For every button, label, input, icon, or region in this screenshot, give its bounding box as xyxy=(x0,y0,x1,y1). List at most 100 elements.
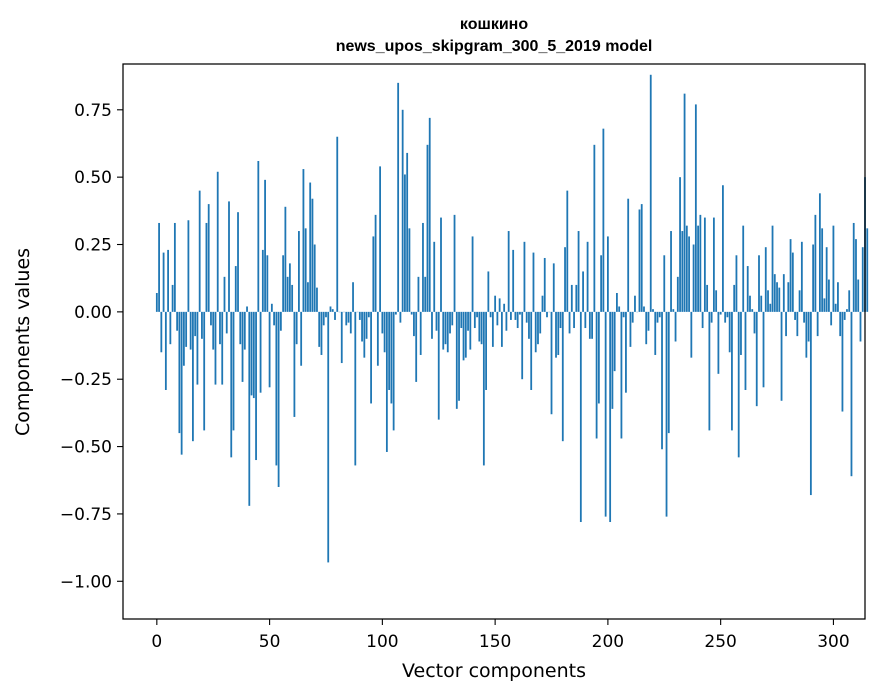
bar-component-1 xyxy=(158,222,160,312)
bar-component-108 xyxy=(399,311,402,323)
bar-component-305 xyxy=(843,311,846,320)
bar-component-125 xyxy=(437,311,440,420)
bar-component-295 xyxy=(821,228,824,312)
bar-component-300 xyxy=(832,225,835,312)
bar-component-238 xyxy=(692,244,695,312)
bar-component-170 xyxy=(539,311,542,334)
bar-component-244 xyxy=(706,284,709,312)
bar-component-34 xyxy=(232,311,235,431)
bar-component-272 xyxy=(769,303,772,312)
bar-component-165 xyxy=(528,311,530,339)
bar-component-234 xyxy=(683,93,686,312)
bar-component-167 xyxy=(532,252,535,312)
bar-component-313 xyxy=(861,247,864,312)
bar-component-11 xyxy=(180,311,183,455)
bar-component-253 xyxy=(726,311,729,318)
y-tick-label: 0.75 xyxy=(74,101,112,121)
bar-component-140 xyxy=(471,236,474,312)
bar-component-92 xyxy=(363,311,366,358)
bar-component-5 xyxy=(167,249,169,312)
bar-component-121 xyxy=(428,117,431,312)
bar-component-276 xyxy=(778,287,781,312)
bar-component-126 xyxy=(440,217,442,312)
bar-component-42 xyxy=(250,311,253,396)
bar-component-44 xyxy=(255,311,257,461)
bar-component-50 xyxy=(268,311,271,388)
bar-component-154 xyxy=(503,303,506,312)
bar-component-287 xyxy=(803,311,805,323)
bar-component-132 xyxy=(453,214,456,312)
bar-component-284 xyxy=(796,311,799,337)
bar-component-37 xyxy=(239,311,242,345)
bar-component-239 xyxy=(694,104,697,312)
bar-component-228 xyxy=(670,231,672,312)
bar-component-263 xyxy=(749,295,751,312)
x-tick-label: 100 xyxy=(366,632,398,652)
x-tick-label: 250 xyxy=(704,632,736,652)
bar-component-240 xyxy=(697,225,699,312)
bar-component-192 xyxy=(588,311,591,339)
bar-component-67 xyxy=(307,282,309,312)
bar-component-99 xyxy=(379,166,381,312)
bar-component-40 xyxy=(246,306,248,312)
chart-subtitle: news_upos_skipgram_300_5_2019 model xyxy=(336,38,653,55)
bar-component-120 xyxy=(426,144,429,312)
bar-component-271 xyxy=(767,290,769,312)
bar-component-203 xyxy=(613,311,616,372)
x-tick-label: 0 xyxy=(151,632,162,652)
plot-frame xyxy=(122,63,866,620)
bar-component-118 xyxy=(422,222,424,312)
bar-component-222 xyxy=(656,311,659,323)
y-tick-label: 0.25 xyxy=(74,236,112,256)
bar-component-72 xyxy=(318,311,321,347)
bar-component-249 xyxy=(717,311,720,374)
bar-component-133 xyxy=(455,311,458,409)
bar-component-129 xyxy=(446,311,449,353)
bar-component-116 xyxy=(417,276,420,312)
bar-component-187 xyxy=(577,231,580,312)
bar-component-137 xyxy=(464,311,467,358)
bar-component-141 xyxy=(473,311,476,329)
bar-component-25 xyxy=(212,311,215,350)
bar-component-82 xyxy=(340,311,343,364)
bar-component-294 xyxy=(818,193,821,312)
bar-component-219 xyxy=(649,74,652,312)
bar-component-269 xyxy=(762,311,765,388)
bar-component-3 xyxy=(162,252,165,312)
bar-component-106 xyxy=(394,311,397,315)
bar-component-273 xyxy=(771,225,774,312)
bar-component-53 xyxy=(275,311,278,466)
y-tick-label: −0.75 xyxy=(60,505,112,525)
bar-component-144 xyxy=(480,311,483,345)
bar-component-235 xyxy=(685,225,688,312)
bars-group xyxy=(155,74,869,563)
bar-component-171 xyxy=(541,295,544,312)
bar-component-267 xyxy=(758,255,760,312)
bar-component-74 xyxy=(322,311,325,326)
bar-component-47 xyxy=(261,249,264,312)
bar-component-186 xyxy=(575,284,578,312)
bar-component-195 xyxy=(595,311,598,439)
y-tick-label: 0.50 xyxy=(74,168,112,188)
bar-component-259 xyxy=(740,311,742,355)
bar-component-198 xyxy=(602,128,605,312)
bar-component-153 xyxy=(500,311,503,347)
bar-component-52 xyxy=(273,311,275,326)
bar-component-173 xyxy=(546,311,548,318)
bar-component-122 xyxy=(431,311,433,339)
bar-component-290 xyxy=(809,311,812,496)
y-tick-label: −1.00 xyxy=(60,572,112,592)
bar-component-251 xyxy=(722,185,724,312)
bar-component-142 xyxy=(476,311,478,318)
bar-component-145 xyxy=(482,311,485,466)
bar-component-80 xyxy=(336,136,339,312)
bar-component-60 xyxy=(291,284,294,312)
bar-component-298 xyxy=(828,279,830,312)
bar-component-202 xyxy=(611,311,614,409)
bar-component-127 xyxy=(442,311,445,350)
bar-component-242 xyxy=(701,311,704,329)
bar-component-226 xyxy=(665,311,668,517)
bar-component-29 xyxy=(221,311,224,385)
bar-component-84 xyxy=(345,311,348,326)
